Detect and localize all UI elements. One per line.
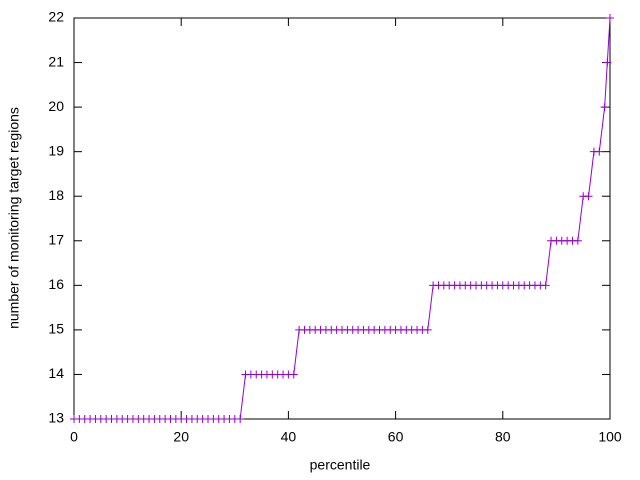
y-tick-label: 20 (48, 98, 64, 114)
series-line (74, 17, 611, 420)
point-marker (573, 236, 582, 245)
x-axis-label: percentile (310, 457, 371, 473)
plot-border (73, 17, 611, 420)
y-axis-label: number of monitoring target regions (6, 107, 22, 329)
y-tick-label: 18 (48, 187, 64, 203)
point-marker (606, 14, 614, 22)
x-tick-label: 80 (495, 429, 511, 445)
y-tick-label: 13 (48, 410, 64, 426)
y-tick-label: 19 (48, 142, 64, 158)
y-tick-label: 17 (48, 231, 64, 247)
point-marker (541, 281, 550, 290)
point-marker (600, 103, 609, 112)
y-tick-label: 21 (48, 53, 64, 69)
y-tick-label: 15 (48, 321, 64, 337)
x-tick-label: 60 (388, 429, 404, 445)
point-marker (603, 58, 612, 67)
point-marker (423, 325, 432, 334)
point-marker (595, 147, 604, 156)
point-marker (236, 415, 245, 423)
x-tick-label: 0 (70, 429, 78, 445)
y-tick-label: 16 (48, 276, 64, 292)
x-tick-label: 40 (281, 429, 297, 445)
y-tick-label: 22 (48, 9, 64, 25)
point-marker (584, 192, 593, 201)
x-tick-label: 100 (598, 429, 622, 445)
x-tick-label: 20 (173, 429, 189, 445)
point-marker (289, 370, 298, 379)
y-tick-label: 14 (48, 365, 64, 381)
